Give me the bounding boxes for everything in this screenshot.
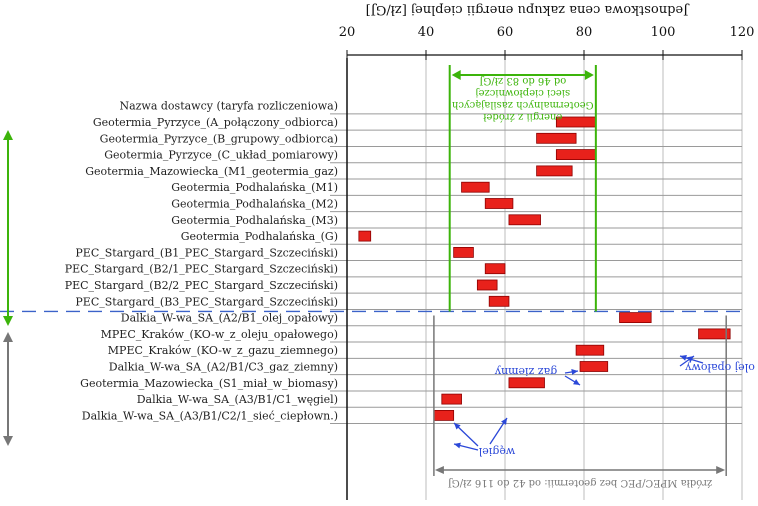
bar <box>484 198 514 209</box>
bar <box>508 377 545 389</box>
row-label: PEC_Stargard_(B1_PEC_Stargard_Szczecińsk… <box>75 246 338 259</box>
arrow-head <box>501 418 507 425</box>
blue-annotation: olej opałowy <box>684 361 754 374</box>
x-tick-label: 120 <box>730 25 755 40</box>
row-label: PEC_Stargard_(B2/2_PEC_Stargard_Szczeciń… <box>65 279 338 292</box>
bar <box>476 279 498 291</box>
bar <box>441 393 462 405</box>
arrow-head <box>571 369 578 375</box>
geo-annotation: od 46 do 83 zł/GJ <box>479 75 566 86</box>
arrow-head <box>680 354 687 361</box>
arrow-head <box>3 436 13 446</box>
arrow-head <box>3 332 13 342</box>
row-label: Geotermia_Podhalańska_(M2) <box>171 198 338 211</box>
arrow-head <box>454 442 461 449</box>
row-label: Dalkia_W-wa_SA_(A2/B1_olej_opałowy) <box>121 312 338 325</box>
blue-annotation: węgiel <box>478 445 515 458</box>
row-label: Geotermia_Pyrzyce_(A_połączony_odbiorca) <box>93 116 338 129</box>
bar <box>698 328 731 340</box>
row-label: Geotermia_Podhalańska_(G) <box>181 230 338 243</box>
bar <box>619 312 652 324</box>
axis: 20 40 60 80 100 120 <box>339 25 755 500</box>
bars <box>358 116 731 421</box>
row-label: Geotermia_Mazowiecka_(M1_geotermia_gaz) <box>85 165 338 178</box>
grid <box>346 58 743 500</box>
geo-annotation: energii z źródeł <box>482 111 562 122</box>
bar <box>536 132 577 144</box>
blue-annotation: gaz ziemny <box>494 365 557 378</box>
bar <box>536 165 573 177</box>
arrow-head <box>584 70 594 80</box>
row-label: Geotermia_Pyrzyce_(B_grupowy_odbiorca) <box>100 132 338 145</box>
row-label: Geotermia_Podhalańska_(M1) <box>171 181 338 194</box>
bar <box>575 344 605 356</box>
bar <box>555 149 597 161</box>
bar <box>433 409 455 421</box>
x-tick-label: 20 <box>339 25 356 40</box>
row-label: Geotermia_Mazowiecka_(S1_miał_w_biomasy) <box>80 377 338 390</box>
x-tick-label: 100 <box>651 25 676 40</box>
row-label: MPEC_Kraków_(KO-w_z_oleju_opałowego) <box>101 328 338 341</box>
arrow-head <box>3 316 13 326</box>
row-label: Geotermia_Podhalańska_(M3) <box>171 214 338 227</box>
row-label: PEC_Stargard_(B3_PEC_Stargard_Szczecińsk… <box>75 295 338 308</box>
arrow-head <box>3 130 13 140</box>
x-tick-label: 80 <box>576 25 593 40</box>
geo-annotation: Geotermalnych zasilających <box>451 99 593 110</box>
arrow-head <box>716 466 726 474</box>
bar <box>461 181 490 193</box>
geo-annotation: sieci ciepłowniczej <box>475 87 570 98</box>
chart-title: Jednostkowa cena zakupu energii cieplnej… <box>366 2 691 17</box>
bar <box>508 214 541 226</box>
bar <box>579 361 609 372</box>
arrow-head <box>434 466 444 474</box>
row-label: Dalkia_W-wa_SA_(A3/B1/C1_węgiel) <box>137 393 338 406</box>
row-label: MPEC_Kraków_(KO-w_z_gazu_ziemnego) <box>108 344 338 357</box>
bar <box>484 263 506 275</box>
row-label: Geotermia_Pyrzyce_(C_układ_pomiarowy) <box>104 149 338 162</box>
other-range-label: źródła MPEC/PEC bez geotermii: od 42 do … <box>448 477 713 488</box>
bar <box>488 295 510 307</box>
row-label: Dalkia_W-wa_SA_(A3/B1/C2/1_sieć_ciepłown… <box>82 409 338 422</box>
bar <box>453 246 474 258</box>
row-label: PEC_Stargard_(B2/1_PEC_Stargard_Szczeciń… <box>65 263 338 276</box>
arrow-head <box>451 70 461 80</box>
arrow-head <box>454 423 461 430</box>
arrow-head <box>573 379 580 385</box>
rows: Nazwa dostawcy (taryfa rozliczeniowa) Geo… <box>65 100 742 425</box>
x-tick-label: 60 <box>497 25 514 40</box>
column-header: Nazwa dostawcy (taryfa rozliczeniowa) <box>119 100 338 113</box>
x-tick-label: 40 <box>418 25 435 40</box>
bar <box>358 230 372 242</box>
row-label: Dalkia_W-wa_SA_(A2/B1/C3_gaz_ziemny) <box>109 361 338 374</box>
